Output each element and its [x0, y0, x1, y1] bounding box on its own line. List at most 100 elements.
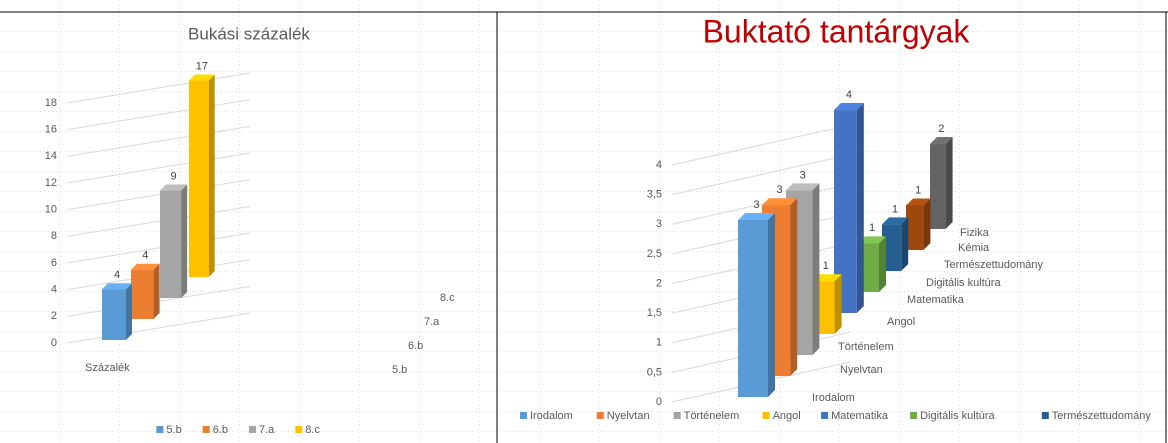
bar-side	[945, 137, 953, 229]
legend-label: Természettudomány	[1052, 410, 1152, 422]
data-label: 1	[869, 222, 875, 234]
bar-top	[786, 183, 820, 191]
bar-top	[160, 184, 188, 191]
legend-swatch	[821, 412, 829, 419]
y-tick-label: 4	[51, 284, 57, 296]
depth-axis-label: Nyelvtan	[840, 364, 883, 376]
legend-label: Digitális kultúra	[920, 410, 995, 422]
y-tick-label: 14	[45, 150, 57, 162]
grid-line	[66, 179, 251, 211]
bar-side	[901, 217, 909, 271]
depth-axis-label: Irodalom	[812, 392, 855, 404]
legend-swatch	[520, 412, 527, 419]
y-tick-label: 18	[45, 97, 57, 109]
data-label: 17	[196, 60, 208, 72]
data-label: 1	[892, 203, 898, 215]
y-tick-label: 1	[656, 337, 662, 349]
grid-line	[66, 312, 251, 344]
legend-swatch	[249, 426, 256, 433]
y-tick-label: 2,5	[647, 248, 662, 260]
chart-title: Buktató tantárgyak	[703, 13, 971, 49]
x-tick-label: Százalék	[85, 362, 130, 374]
bar	[189, 80, 209, 277]
y-tick-label: 0,5	[647, 366, 662, 378]
bar-top	[738, 213, 775, 220]
legend-swatch	[762, 412, 770, 419]
legend-swatch	[673, 412, 681, 419]
bar-side	[856, 103, 864, 313]
y-tick-label: 0	[51, 337, 57, 349]
y-tick-label: 6	[51, 257, 57, 269]
y-tick-label: 1,5	[647, 307, 662, 319]
legend-label: Matematika	[831, 410, 889, 422]
grid-line	[66, 99, 251, 131]
bar-top	[102, 283, 132, 290]
y-tick-label: 3	[656, 218, 662, 230]
depth-axis-label: 5.b	[392, 364, 407, 376]
legend-label: 8.c	[305, 424, 320, 436]
bar-top	[906, 198, 931, 206]
bar-top	[834, 103, 864, 111]
legend-swatch	[202, 426, 210, 433]
grid-line	[66, 232, 251, 264]
legend-label: Irodalom	[530, 410, 573, 422]
grid-line	[66, 125, 251, 157]
bar-side	[126, 283, 132, 340]
depth-axis-label: 7.a	[424, 316, 440, 328]
y-tick-label: 10	[45, 204, 57, 216]
depth-axis-label: 8.c	[440, 292, 455, 304]
bar	[738, 220, 768, 397]
data-label: 2	[938, 123, 944, 135]
legend-label: 5.b	[166, 424, 181, 436]
bar-top	[858, 236, 886, 244]
bar	[131, 269, 154, 319]
grid-line	[66, 205, 251, 237]
y-tick-label: 0	[656, 396, 662, 408]
depth-axis-label: Digitális kultúra	[926, 277, 1001, 289]
legend-swatch	[1041, 412, 1049, 419]
chart-title: Bukási százalék	[188, 24, 310, 43]
bar-top	[882, 217, 909, 225]
bar	[930, 144, 946, 229]
legend-label: 6.b	[213, 424, 228, 436]
bar-top	[930, 137, 953, 145]
bar-side	[812, 183, 820, 355]
data-label: 1	[823, 260, 829, 272]
bar-side	[834, 274, 842, 334]
bar-side	[768, 213, 775, 397]
bar-side	[181, 184, 188, 298]
bar-side	[153, 263, 160, 319]
legend-swatch	[295, 426, 303, 433]
y-tick-label: 8	[51, 230, 57, 242]
grid-line	[671, 124, 851, 166]
grid-line	[66, 72, 251, 104]
y-tick-label: 3,5	[647, 189, 662, 201]
data-label: 3	[800, 169, 806, 181]
y-tick-label: 4	[656, 159, 662, 171]
legend-swatch	[596, 412, 604, 419]
bar-top	[131, 263, 160, 270]
bar	[160, 190, 182, 298]
y-tick-label: 2	[656, 277, 662, 289]
bar-side	[208, 74, 215, 277]
legend-label: 7.a	[259, 424, 275, 436]
legend-swatch	[156, 426, 164, 433]
bar-top	[189, 74, 215, 81]
y-tick-label: 2	[51, 310, 57, 322]
grid-line	[671, 154, 851, 196]
y-tick-label: 12	[45, 177, 57, 189]
depth-axis-label: Matematika	[907, 294, 965, 306]
data-label: 4	[114, 269, 120, 281]
legend-swatch	[910, 412, 918, 419]
depth-axis-label: Fizika	[960, 227, 990, 239]
data-label: 3	[753, 199, 759, 211]
bar	[834, 110, 857, 313]
bar-side	[790, 198, 798, 376]
grid-line	[671, 183, 851, 225]
bar	[102, 289, 126, 340]
data-label: 1	[915, 184, 921, 196]
legend-label: Angol	[773, 410, 801, 422]
depth-axis-label: Angol	[887, 316, 915, 328]
data-label: 4	[142, 250, 148, 262]
